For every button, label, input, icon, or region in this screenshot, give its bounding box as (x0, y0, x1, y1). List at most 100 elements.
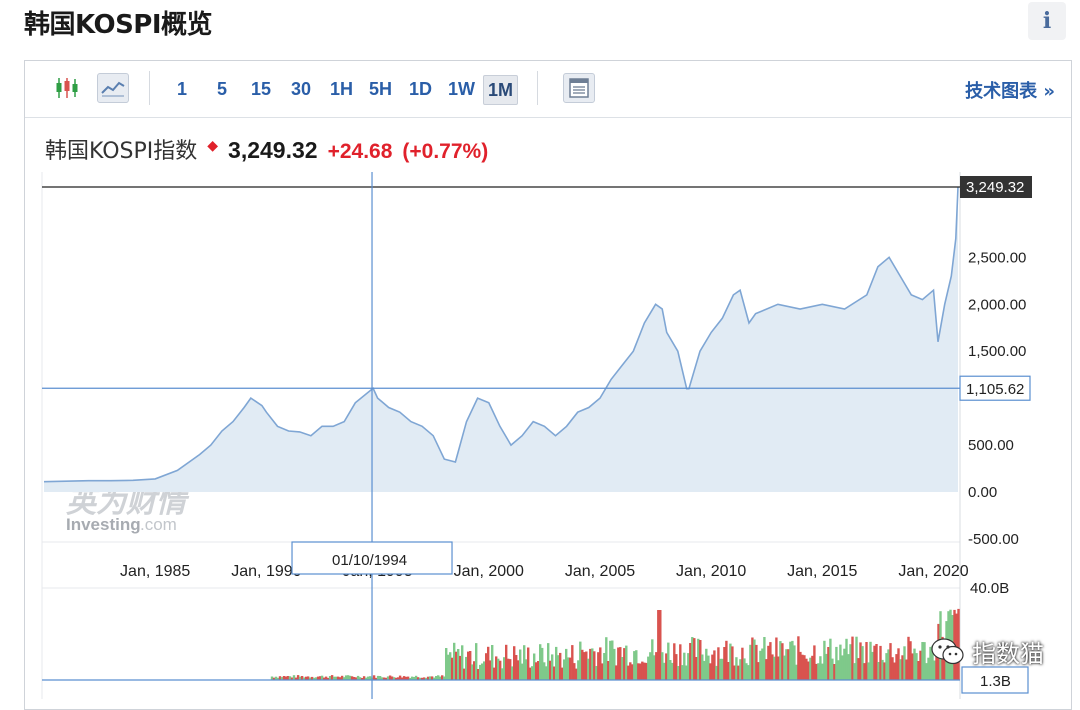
volume-bar (435, 676, 438, 680)
volume-bar (899, 659, 902, 680)
volume-bar (625, 645, 628, 680)
volume-bar (334, 676, 338, 680)
volume-bar (587, 658, 590, 680)
volume-bar (803, 655, 806, 680)
volume-bar (581, 649, 584, 680)
up-arrow-icon: ◆ (207, 137, 219, 153)
volume-bars (270, 608, 960, 680)
volume-bar (523, 645, 526, 680)
volume-bar (348, 675, 352, 680)
volume-bar (749, 644, 752, 680)
watermark-en-suffix: .com (140, 515, 177, 534)
volume-bar (418, 677, 422, 680)
volume-bar (406, 676, 410, 680)
volume-bar (551, 654, 554, 680)
volume-bar (871, 651, 874, 680)
volume-bar (318, 676, 322, 680)
volume-bar (919, 650, 922, 680)
volume-bar (755, 644, 758, 680)
volume-bar (330, 675, 334, 680)
volume-bar (725, 640, 728, 680)
volume-bar (665, 653, 668, 680)
candlestick-icon[interactable] (51, 73, 83, 103)
volume-bar (857, 658, 860, 680)
volume-bar (495, 656, 498, 680)
volume-bar (879, 645, 882, 680)
volume-bar (288, 676, 292, 680)
volume-bar (388, 675, 392, 680)
volume-bar (585, 651, 588, 680)
volume-bar (603, 653, 606, 680)
volume-bar (683, 652, 686, 680)
table-view-icon[interactable] (563, 73, 595, 103)
timeframe-1w[interactable]: 1W (448, 79, 475, 99)
timeframe-1h[interactable]: 1H (330, 79, 354, 99)
volume-bar (515, 655, 518, 680)
wechat-watermark: 指数猫 (930, 634, 1044, 669)
volume-bar (933, 660, 936, 680)
area-chart-icon[interactable] (97, 73, 129, 103)
volume-bar (316, 676, 320, 680)
volume-bar (424, 677, 428, 680)
volume-bar (483, 661, 486, 680)
volume-bar (412, 677, 416, 680)
volume-bar (847, 654, 850, 680)
timeframe-15[interactable]: 15 (251, 79, 272, 99)
volume-bar (731, 646, 734, 680)
volume-bar (471, 664, 474, 680)
volume-bar (717, 647, 720, 680)
volume-bar (543, 662, 546, 680)
timeframe-1d[interactable]: 1D (409, 79, 433, 99)
volume-bar (789, 641, 792, 680)
volume-bar (465, 656, 468, 680)
volume-bar (763, 637, 766, 680)
volume-bar (903, 646, 906, 680)
volume-bar (827, 647, 830, 680)
volume-bar (741, 647, 744, 680)
technical-chart-link[interactable]: 技术图表 » (965, 81, 1055, 102)
volume-bar (805, 658, 808, 680)
volume-bar (473, 661, 476, 680)
volume-bar (911, 653, 914, 680)
info-button[interactable]: i (1028, 2, 1066, 40)
watermark-en: Investing (66, 515, 141, 534)
volume-bar (927, 657, 930, 680)
volume-bar (310, 676, 314, 680)
volume-bar (368, 676, 372, 680)
x-tick-label: Jan, 2005 (565, 563, 635, 580)
volume-bar (641, 661, 644, 680)
volume-bar (270, 676, 274, 680)
volume-bar (497, 658, 500, 680)
x-tick-label: Jan, 1990 (231, 563, 301, 580)
timeframe-5[interactable]: 5 (217, 79, 228, 99)
volume-bar (447, 654, 450, 680)
volume-bar (513, 646, 516, 680)
x-tick-label: Jan, 2015 (787, 563, 857, 580)
crosshair-date-text: 01/10/1994 (332, 552, 407, 569)
volume-bar (475, 643, 478, 680)
volume-bar (455, 651, 458, 680)
timeframe-1m[interactable]: 1M (483, 75, 519, 105)
timeframe-30[interactable]: 30 (291, 79, 312, 99)
volume-bar (294, 677, 298, 680)
volume-bar (859, 642, 862, 680)
volume-bar (386, 676, 390, 680)
volume-bar (430, 676, 434, 680)
volume-bar (338, 677, 342, 680)
volume-bar (831, 658, 834, 680)
volume-bar (573, 663, 576, 680)
volume-bar (663, 662, 666, 680)
volume-bar (453, 642, 456, 680)
volume-bar (897, 648, 900, 680)
volume-bar (661, 652, 664, 680)
volume-bar (340, 675, 344, 680)
volume-bar (607, 661, 610, 680)
volume-bar (505, 644, 508, 680)
volume-bar (304, 676, 308, 680)
volume-bar (655, 652, 658, 680)
volume-bar (312, 677, 316, 680)
volume-bar (703, 660, 706, 680)
timeframe-1[interactable]: 1 (177, 79, 188, 99)
timeframe-5h[interactable]: 5H (369, 79, 393, 99)
